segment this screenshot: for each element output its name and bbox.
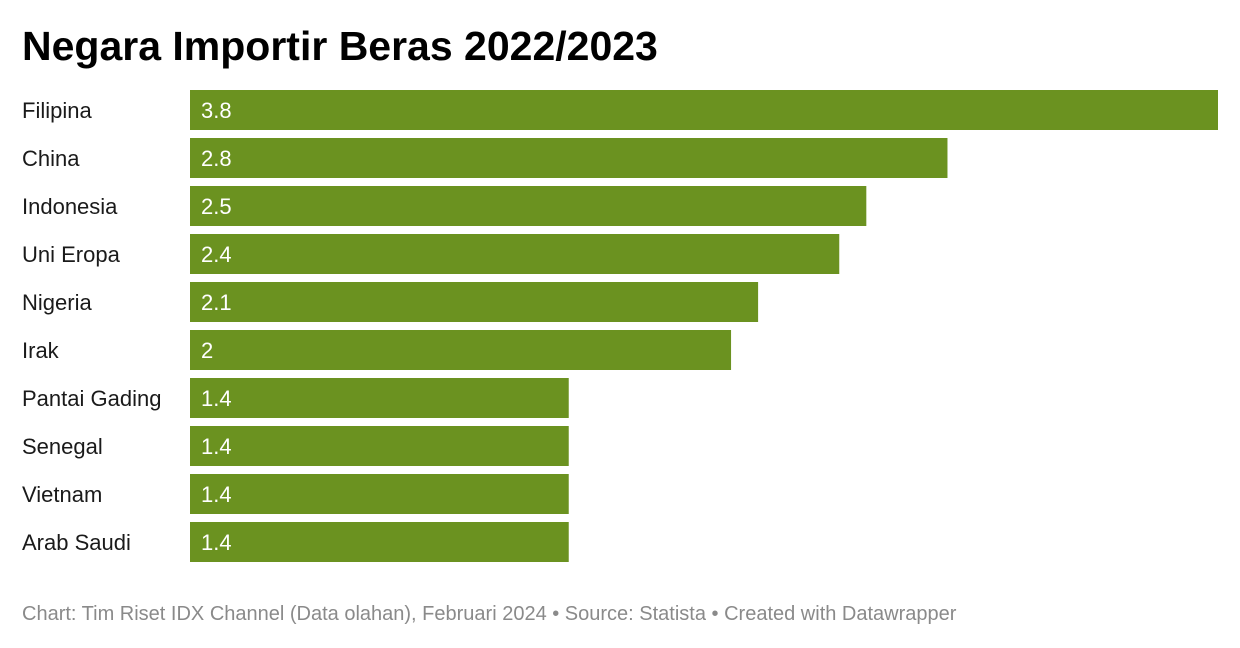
category-label: Senegal xyxy=(22,434,103,459)
category-label: Vietnam xyxy=(22,482,102,507)
bar xyxy=(190,378,569,418)
bar xyxy=(190,330,732,370)
bar-chart: Filipina 3.8 China 2.8 Indonesia 2.5 Uni Eropa… xyxy=(22,90,1218,562)
category-label: Filipina xyxy=(22,98,92,123)
value-label: 2 xyxy=(201,338,213,363)
category-label: Indonesia xyxy=(22,194,118,219)
category-label: Pantai Gading xyxy=(22,386,161,411)
bar xyxy=(190,90,1218,130)
bar xyxy=(190,426,569,466)
value-label: 3.8 xyxy=(201,98,232,123)
value-label: 1.4 xyxy=(201,530,232,555)
bar xyxy=(190,282,759,322)
category-label: Uni Eropa xyxy=(22,242,121,267)
value-label: 2.5 xyxy=(201,194,232,219)
bar xyxy=(190,186,867,226)
category-label: Nigeria xyxy=(22,290,92,315)
chart-title: Negara Importir Beras 2022/2023 xyxy=(22,23,658,69)
value-label: 1.4 xyxy=(201,482,232,507)
bar xyxy=(190,522,569,562)
value-label: 1.4 xyxy=(201,434,232,459)
value-label: 2.4 xyxy=(201,242,232,267)
category-label: Arab Saudi xyxy=(22,530,131,555)
value-label: 1.4 xyxy=(201,386,232,411)
value-label: 2.8 xyxy=(201,146,232,171)
bar xyxy=(190,138,948,178)
chart-footer: Chart: Tim Riset IDX Channel (Data olaha… xyxy=(22,603,957,625)
category-label: Irak xyxy=(22,338,60,363)
bar xyxy=(190,234,840,274)
bar xyxy=(190,474,569,514)
category-label: China xyxy=(22,146,80,171)
value-label: 2.1 xyxy=(201,290,232,315)
